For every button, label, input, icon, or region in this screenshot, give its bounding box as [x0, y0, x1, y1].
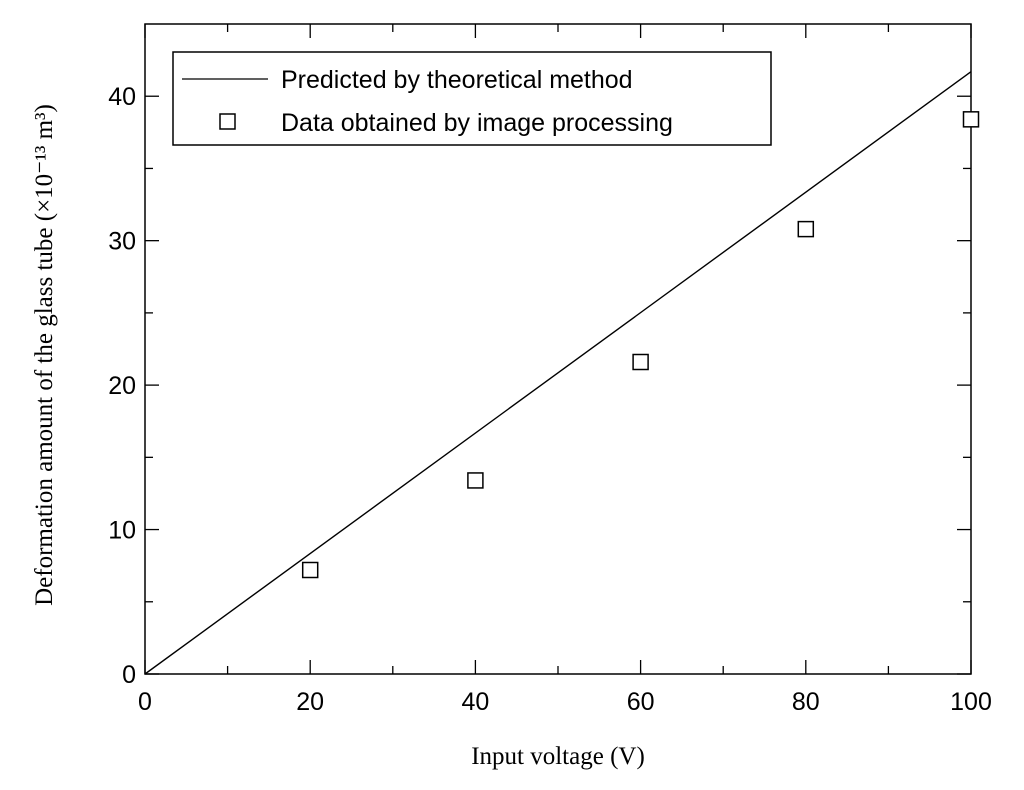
data-point-measured [467, 472, 484, 489]
y-tick-label: 40 [108, 83, 136, 111]
y-axis-title: Deformation amount of the glass tube (×1… [31, 104, 58, 606]
x-axis-tick-labels: 0 20 40 60 80 100 [138, 688, 992, 716]
y-axis-tick-labels: 0 10 20 30 40 [108, 83, 136, 689]
x-axis-title: Input voltage (V) [471, 743, 645, 770]
legend-label-measured: Data obtained by image processing [281, 109, 673, 137]
x-axis-ticks [144, 24, 972, 674]
legend: Predicted by theoretical method Data obt… [172, 51, 772, 146]
x-tick-label: 40 [461, 688, 489, 716]
data-point-measured [962, 111, 980, 128]
series-layer [144, 71, 980, 675]
x-tick-label: 100 [950, 688, 992, 716]
y-tick-label: 0 [122, 661, 136, 689]
legend-box [172, 51, 772, 146]
x-tick-label: 20 [296, 688, 324, 716]
data-point-measured [797, 220, 815, 238]
data-point-measured [301, 561, 319, 579]
x-tick-label: 60 [627, 688, 655, 716]
y-tick-label: 20 [108, 372, 136, 400]
legend-square-swatch [219, 113, 236, 130]
y-tick-label: 10 [108, 517, 136, 545]
y-tick-label: 30 [108, 228, 136, 256]
legend-label-predicted: Predicted by theoretical method [281, 66, 633, 94]
x-tick-label: 80 [792, 688, 820, 716]
y-axis-ticks [145, 95, 971, 675]
data-point-measured [632, 353, 649, 371]
x-tick-label: 0 [138, 688, 152, 716]
series-line-predicted [144, 71, 972, 675]
